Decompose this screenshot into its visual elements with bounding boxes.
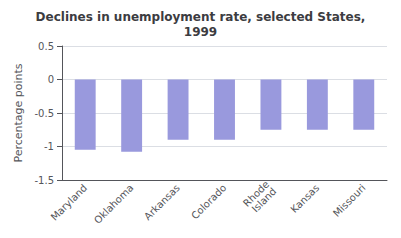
svg-text:0.5: 0.5: [38, 41, 54, 52]
svg-text:Kansas: Kansas: [288, 182, 321, 215]
svg-text:Rhode: Rhode: [241, 178, 272, 209]
svg-text:Island: Island: [250, 186, 279, 215]
svg-text:Percentage points: Percentage points: [12, 63, 25, 162]
svg-text:Arkansas: Arkansas: [142, 182, 182, 222]
svg-text:-1.5: -1.5: [34, 175, 54, 186]
svg-text:Colorado: Colorado: [189, 182, 228, 221]
svg-text:Missouri: Missouri: [331, 182, 368, 219]
svg-text:0: 0: [48, 74, 54, 85]
svg-text:Declines in unemployment rate,: Declines in unemployment rate, selected …: [36, 10, 366, 24]
svg-text:Maryland: Maryland: [49, 182, 90, 223]
svg-text:-0.5: -0.5: [34, 108, 54, 119]
svg-text:Oklahoma: Oklahoma: [92, 182, 136, 226]
svg-text:-1: -1: [44, 141, 54, 152]
svg-text:1999: 1999: [184, 25, 217, 39]
